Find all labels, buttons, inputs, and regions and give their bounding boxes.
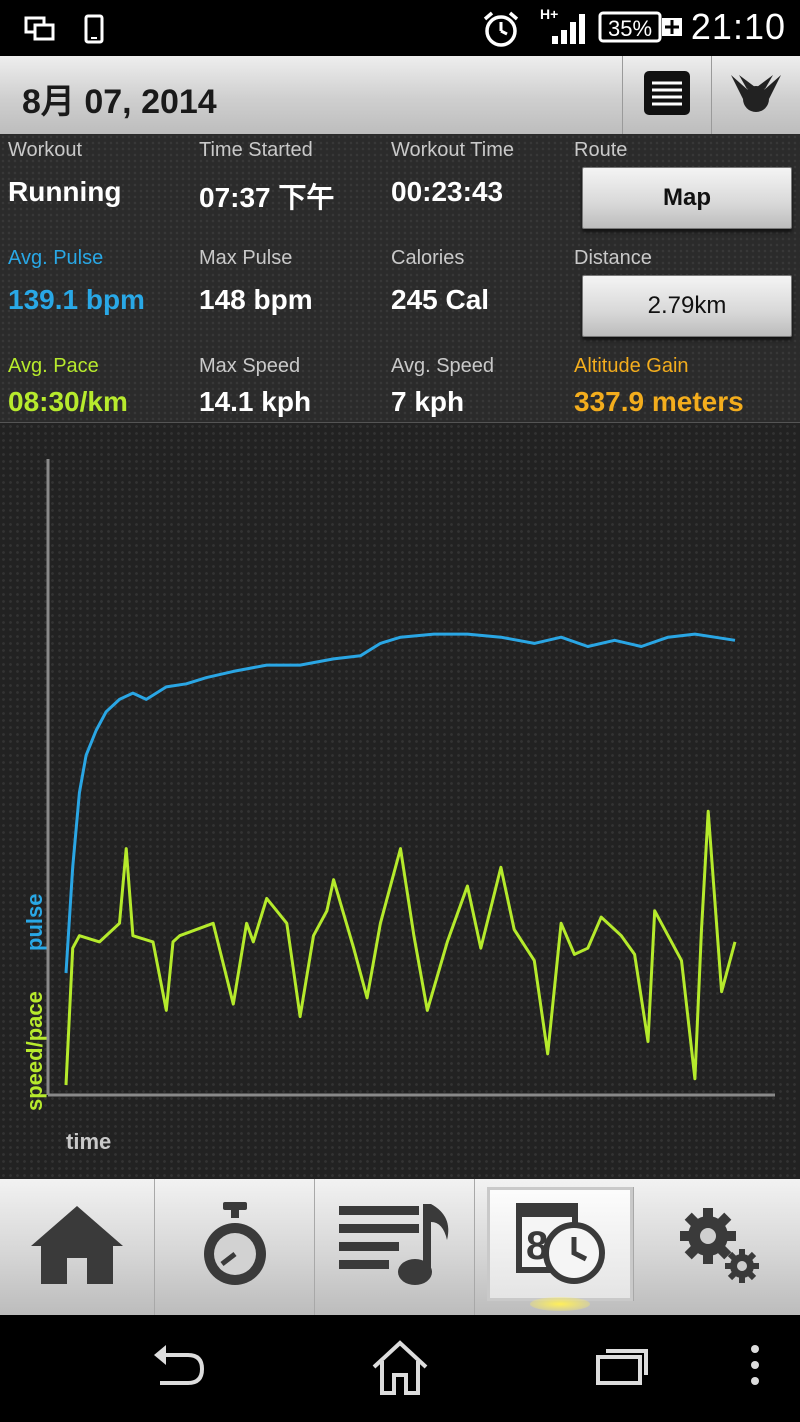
y-axis-label-speed: speed/pace: [22, 991, 47, 1111]
list-button[interactable]: [622, 56, 711, 134]
share-icon: [729, 69, 783, 122]
calories-label: Calories: [391, 247, 465, 269]
avg-speed-value: 7 kph: [391, 386, 465, 417]
route-label: Route: [574, 139, 628, 161]
tab-history[interactable]: 8: [487, 1187, 634, 1301]
max-pulse-value: 148 bpm: [199, 284, 313, 315]
time-started-label: Time Started: [199, 139, 313, 161]
workout-time-label: Workout Time: [391, 139, 514, 161]
max-speed-label: Max Speed: [199, 355, 301, 377]
pulse-series-line: [64, 632, 736, 974]
tab-bar: 8: [0, 1179, 800, 1315]
playlist-music-icon: [335, 1200, 455, 1295]
y-axis-label-pulse: pulse: [22, 894, 47, 951]
altitude-gain-value: 337.9 meters: [574, 386, 744, 417]
more-icon[interactable]: [748, 1339, 762, 1402]
avg-pace-label: Avg. Pace: [8, 355, 99, 377]
tab-playlist[interactable]: [315, 1179, 475, 1315]
alarm-icon: [482, 10, 520, 53]
speed-pace-series-line: [64, 809, 737, 1086]
svg-text:8: 8: [526, 1224, 548, 1268]
active-tab-indicator: [530, 1297, 590, 1311]
map-button[interactable]: Map: [582, 167, 792, 229]
back-icon[interactable]: [150, 1339, 208, 1402]
title-bar: 8月 07, 2014: [0, 56, 800, 135]
network-type: H+: [540, 6, 559, 22]
altitude-gain-label: Altitude Gain: [574, 355, 689, 377]
avg-pace-value: 08:30/km: [8, 386, 128, 417]
map-button-label: Map: [663, 184, 711, 211]
workout-label: Workout: [8, 139, 83, 161]
avg-pulse-label: Avg. Pulse: [8, 247, 104, 269]
distance-button-label: 2.79km: [647, 292, 727, 319]
calendar-clock-icon: 8: [512, 1197, 608, 1292]
battery-icon: [598, 10, 684, 49]
stopwatch-icon: [195, 1200, 275, 1295]
workout-chart: time speed/pace pulse: [0, 423, 800, 1179]
max-pulse-label: Max Pulse: [199, 247, 293, 269]
tab-home[interactable]: [0, 1179, 155, 1315]
home-icon: [27, 1200, 127, 1295]
avg-pulse-value: 139.1 bpm: [8, 284, 145, 315]
share-button[interactable]: [711, 56, 800, 134]
settings-gears-icon: [676, 1200, 766, 1295]
page-title: 8月 07, 2014: [22, 83, 217, 121]
system-nav-bar: [0, 1315, 800, 1422]
workout-stats: Workout Running Time Started 07:37 下午 Wo…: [0, 134, 800, 423]
multi-window-icon: [24, 14, 56, 47]
avg-speed-label: Avg. Speed: [391, 355, 495, 377]
distance-button[interactable]: 2.79km: [582, 275, 792, 337]
battery-percent: 35%: [608, 16, 653, 41]
distance-label: Distance: [574, 247, 652, 269]
list-icon: [644, 70, 690, 120]
signal-icon: [552, 12, 588, 49]
chart-canvas: time speed/pace pulse: [22, 459, 775, 1154]
recents-icon[interactable]: [596, 1339, 650, 1402]
time-started-value: 07:37 下午: [199, 182, 335, 213]
phone-icon: [84, 14, 104, 49]
max-speed-value: 14.1 kph: [199, 386, 312, 417]
clock: 21:10: [690, 6, 786, 47]
x-axis-label: time: [66, 1129, 111, 1154]
tab-stopwatch[interactable]: [155, 1179, 315, 1315]
workout-time-value: 00:23:43: [391, 176, 504, 207]
home-nav-icon[interactable]: [370, 1339, 430, 1402]
calories-value: 245 Cal: [391, 284, 490, 315]
workout-value: Running: [8, 176, 122, 207]
series-layer: [64, 632, 737, 1086]
status-bar: H+ 35% 21:10: [0, 0, 800, 56]
tab-settings[interactable]: [641, 1179, 800, 1315]
